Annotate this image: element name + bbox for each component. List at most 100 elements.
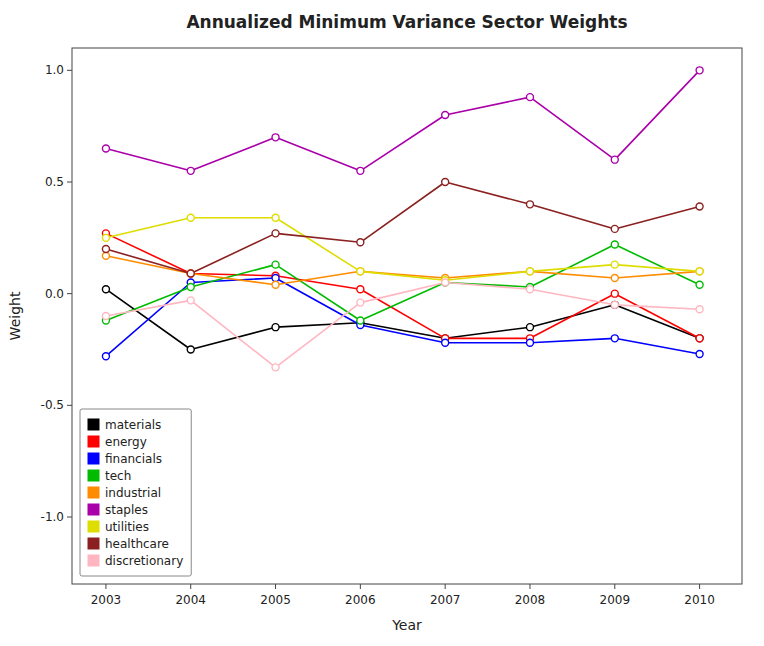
data-point bbox=[357, 239, 364, 246]
series bbox=[102, 230, 703, 342]
data-point bbox=[696, 203, 703, 210]
data-point bbox=[357, 268, 364, 275]
legend-label: healthcare bbox=[105, 537, 169, 551]
data-point bbox=[272, 261, 279, 268]
data-point bbox=[102, 145, 109, 152]
data-point bbox=[272, 230, 279, 237]
x-tick-label: 2004 bbox=[175, 593, 206, 607]
data-point bbox=[611, 225, 618, 232]
data-point bbox=[526, 201, 533, 208]
data-point bbox=[696, 67, 703, 74]
legend-label: staples bbox=[105, 503, 148, 517]
x-tick bbox=[445, 584, 446, 589]
legend-label: energy bbox=[105, 435, 147, 449]
y-tick-label: 0.0 bbox=[45, 287, 64, 301]
series bbox=[102, 279, 703, 371]
x-tick-label: 2009 bbox=[600, 593, 631, 607]
data-point bbox=[272, 134, 279, 141]
legend-label: materials bbox=[105, 418, 161, 432]
y-tick-label: -1.0 bbox=[41, 510, 64, 524]
series-line bbox=[106, 233, 700, 338]
data-point bbox=[357, 286, 364, 293]
legend-swatch bbox=[88, 521, 99, 532]
legend-label: industrial bbox=[105, 486, 161, 500]
data-point bbox=[696, 268, 703, 275]
data-point bbox=[357, 268, 364, 275]
data-point bbox=[526, 268, 533, 275]
y-tick-label: -0.5 bbox=[41, 398, 64, 412]
series bbox=[102, 241, 703, 324]
y-tick bbox=[67, 182, 72, 183]
legend-swatch bbox=[88, 470, 99, 481]
x-axis: 20032004200520062007200820092010 bbox=[91, 584, 715, 607]
legend-frame bbox=[80, 409, 191, 576]
y-tick bbox=[67, 293, 72, 294]
x-tick bbox=[529, 584, 530, 589]
x-tick-label: 2010 bbox=[684, 593, 715, 607]
y-axis: -1.0-0.50.00.51.0 bbox=[41, 63, 72, 524]
data-point bbox=[696, 335, 703, 342]
series-group bbox=[102, 67, 703, 371]
legend-swatch bbox=[88, 453, 99, 464]
x-tick bbox=[360, 584, 361, 589]
data-point bbox=[272, 214, 279, 221]
data-point bbox=[611, 335, 618, 342]
y-axis-label: Weight bbox=[7, 291, 23, 340]
series bbox=[102, 179, 703, 278]
legend-swatch bbox=[88, 487, 99, 498]
data-point bbox=[696, 281, 703, 288]
series-line bbox=[106, 283, 700, 368]
series-line bbox=[106, 182, 700, 274]
data-point bbox=[442, 339, 449, 346]
data-point bbox=[272, 324, 279, 331]
series bbox=[102, 275, 703, 360]
x-tick bbox=[190, 584, 191, 589]
data-point bbox=[611, 261, 618, 268]
x-tick bbox=[699, 584, 700, 589]
legend-swatch bbox=[88, 419, 99, 430]
data-point bbox=[272, 364, 279, 371]
legend-swatch bbox=[88, 538, 99, 549]
y-tick bbox=[67, 405, 72, 406]
data-point bbox=[187, 214, 194, 221]
data-point bbox=[102, 313, 109, 320]
data-point bbox=[696, 306, 703, 313]
x-axis-label: Year bbox=[391, 617, 422, 633]
data-point bbox=[442, 179, 449, 186]
data-point bbox=[611, 241, 618, 248]
x-tick-label: 2008 bbox=[515, 593, 546, 607]
series-line bbox=[106, 289, 700, 349]
data-point bbox=[611, 301, 618, 308]
data-point bbox=[187, 270, 194, 277]
x-tick-label: 2005 bbox=[260, 593, 291, 607]
legend-swatch bbox=[88, 436, 99, 447]
series bbox=[102, 67, 703, 174]
y-tick-label: 0.5 bbox=[45, 175, 64, 189]
data-point bbox=[187, 346, 194, 353]
y-tick bbox=[67, 517, 72, 518]
data-point bbox=[187, 270, 194, 277]
chart: -1.0-0.50.00.51.020032004200520062007200… bbox=[0, 0, 764, 646]
series-line bbox=[106, 70, 700, 171]
data-point bbox=[611, 290, 618, 297]
series-line bbox=[106, 278, 700, 356]
title: Annualized Minimum Variance Sector Weigh… bbox=[186, 12, 627, 32]
data-point bbox=[102, 234, 109, 241]
series-line bbox=[106, 245, 700, 321]
series bbox=[102, 214, 703, 284]
data-point bbox=[526, 286, 533, 293]
legend-label: tech bbox=[105, 469, 131, 483]
data-point bbox=[102, 353, 109, 360]
data-point bbox=[187, 297, 194, 304]
data-point bbox=[696, 268, 703, 275]
legend: materialsenergyfinancialstechindustrials… bbox=[80, 409, 191, 576]
data-point bbox=[526, 324, 533, 331]
x-tick bbox=[614, 584, 615, 589]
data-point bbox=[187, 283, 194, 290]
x-tick-label: 2003 bbox=[91, 593, 122, 607]
data-point bbox=[357, 317, 364, 324]
x-tick bbox=[275, 584, 276, 589]
series-line bbox=[106, 256, 700, 285]
data-point bbox=[357, 167, 364, 174]
data-point bbox=[102, 252, 109, 259]
